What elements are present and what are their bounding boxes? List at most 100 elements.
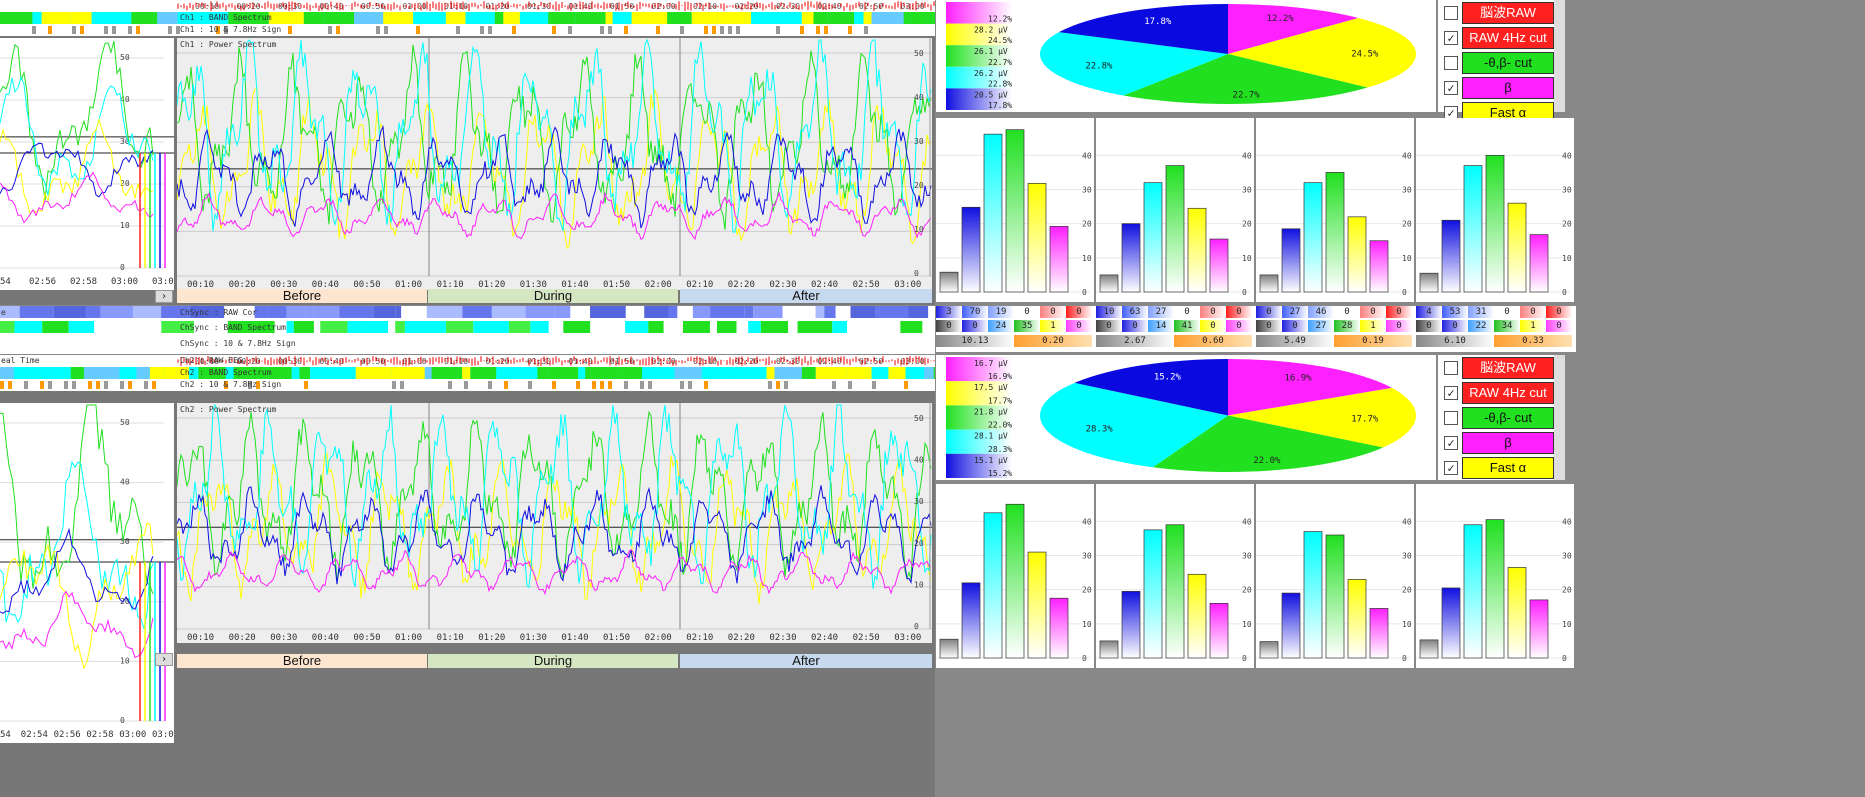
x-tick-label: 02:54 [21,730,48,740]
control-button[interactable]: β [1462,77,1554,99]
y-tick-label: 10 [1082,620,1092,629]
time-label: 02:00 [652,357,676,366]
band-segment [854,12,864,24]
band-segment [0,12,33,24]
y-tick-label: 10 [1562,254,1572,263]
controls2-scrollbar[interactable] [1554,355,1565,480]
control-checkbox[interactable]: ✓ [1444,81,1458,95]
band-segment [424,367,432,379]
time-label: 00:40 [320,2,344,11]
legend-pct: 28.3% [988,445,1012,454]
legend-swatch [946,453,1012,478]
band-segment [321,367,356,379]
legend-swatch [946,357,1012,382]
band-segment [701,367,730,379]
band-segment [445,321,465,333]
y-tick-label: 10 [120,221,130,230]
series-line [0,142,154,198]
ch2-left-scroll-button[interactable]: › [155,653,173,666]
control-checkbox[interactable] [1444,411,1458,425]
band-segment [429,321,446,333]
control-button[interactable]: 脳波RAW [1462,2,1554,24]
control-button[interactable]: 脳波RAW [1462,357,1554,379]
band-segment [815,367,847,379]
control-button[interactable]: -θ,β- cut [1462,52,1554,74]
ch1-power-lines: 00:10 00:20 00:30 00:40 00:50 01:00 01:10 01:20… [177,38,932,290]
bar [1419,272,1439,293]
controls1-scrollbar[interactable] [1554,0,1565,112]
sign-mark [456,26,460,34]
legend-swatch [946,2,1012,24]
y-tick-label: 20 [1242,586,1252,595]
legend-pct: 17.7% [988,396,1012,405]
control-button[interactable]: -θ,β- cut [1462,407,1554,429]
band-segment [797,321,833,333]
ch2-phase-during[interactable]: During [428,654,678,668]
band-segment [871,12,904,24]
ch2-band-bar [0,367,935,379]
ch1-left-scroll-button[interactable]: › [155,290,173,303]
control-checkbox[interactable]: ✓ [1444,436,1458,450]
sync-cell: 0 [1546,306,1572,318]
control-button[interactable]: Fast α [1462,457,1554,479]
ch2-raw-label: Ch2 : RAW EEG [180,356,243,365]
bars2-chart: 40 30 20 10 0 40 30 20 10 0 40 30 20 10 0 40 30 20 10 0 [936,484,1576,668]
y-tick-label: 20 [120,179,130,188]
y-tick-label: 20 [1562,220,1572,229]
band-segment [662,367,675,379]
band-segment [198,367,226,379]
band-segment [224,306,255,318]
series-line [177,410,932,582]
series-line [0,171,154,224]
sign-mark [600,26,604,34]
time-label: 02:10 [693,2,717,11]
ch1-phase-before[interactable]: Before [177,289,427,303]
ch2-phase-before[interactable]: Before [177,654,427,668]
band-segment [268,12,304,24]
control-button[interactable]: β [1462,432,1554,454]
sign-mark [80,26,84,34]
band-segment [625,306,645,318]
band-segment [84,367,120,379]
sync-cell: 31 [1468,306,1494,318]
sync-cell: 27 [1148,306,1174,318]
controls2-panel: 脳波RAW ✓ RAW 4Hz cut -θ,β- cut ✓ β ✓ Fast α [1438,355,1563,480]
band-segment [877,321,901,333]
band-segment [751,12,774,24]
control-checkbox[interactable]: ✓ [1444,386,1458,400]
ch1-raw-strip: 00:1000:2000:3000:4000:5001:0001:1001:20… [0,0,935,12]
sync-raw-strip: ChSync : RAW Cor e [0,306,935,321]
control-checkbox[interactable] [1444,6,1458,20]
ch2-band-label: Ch2 : BAND Spectrum [180,368,272,377]
band-segment [691,12,718,24]
band-segment [925,12,935,24]
band-segment [827,12,855,24]
control-checkbox[interactable] [1444,56,1458,70]
x-tick-label: 03:02 [152,277,174,287]
y-tick-label: 0 [1242,288,1247,297]
control-button[interactable]: RAW 4Hz cut [1462,382,1554,404]
sync-cell: 0 [1226,306,1252,318]
band-segment [42,321,69,333]
x-tick-label: 03:02 [152,730,174,740]
y-tick-label: 40 [914,456,924,465]
bar [1441,219,1461,293]
y-tick-label: 30 [120,137,130,146]
band-segment [355,367,392,379]
bar [939,638,959,659]
sync-tables: 3 70 19 0 0 0 0 0 24 35 1 0 10.13 0.20 10 63 27 0 0 0 0 0 14 41… [936,306,1576,352]
band-segment [578,306,591,318]
control-checkbox[interactable] [1444,361,1458,375]
ch2-phase-after[interactable]: After [680,654,932,668]
ch1-phase-after[interactable]: After [680,289,932,303]
sync-cell: 10 [1096,306,1122,318]
ch1-phase-during[interactable]: During [428,289,678,303]
y-tick-label: 30 [1562,186,1572,195]
band-segment [531,367,538,379]
x-tick-label: 02:56 [29,277,56,287]
x-tick-label: 00:30 [270,280,297,290]
control-checkbox[interactable]: ✓ [1444,461,1458,475]
control-button[interactable]: RAW 4Hz cut [1462,27,1554,49]
control-checkbox[interactable]: ✓ [1444,31,1458,45]
band-segment [404,321,430,333]
